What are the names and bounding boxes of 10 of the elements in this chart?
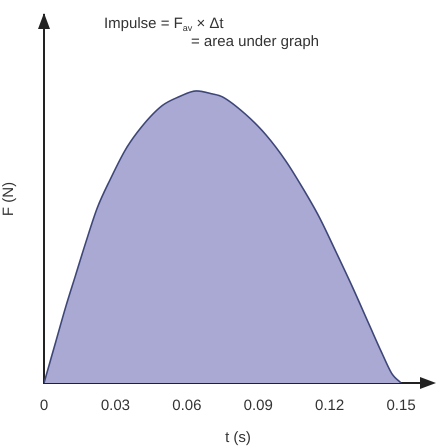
x-axis-title: t (s) — [225, 429, 251, 446]
x-tick-label: 0.06 — [172, 397, 202, 414]
x-tick-label: 0.03 — [100, 397, 130, 414]
text: = area under graph — [191, 33, 320, 50]
y-axis-title: F (N) — [0, 182, 18, 216]
x-tick-label: 0 — [40, 397, 48, 414]
x-tick-label: 0.15 — [386, 397, 416, 414]
x-tick-label: 0.12 — [315, 397, 344, 414]
x-tick-label: 0.09 — [244, 397, 273, 414]
text: Impulse = F$_{av}$ × Δt — [104, 15, 224, 33]
